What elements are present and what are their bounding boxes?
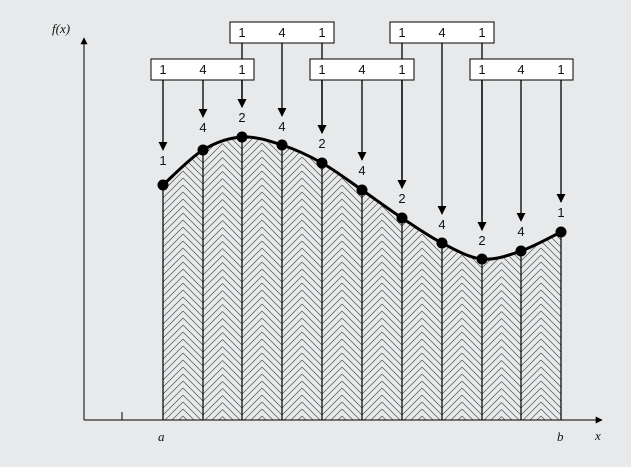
box-weight: 4 — [278, 25, 285, 40]
box-weight: 1 — [159, 62, 166, 77]
box-weight: 1 — [557, 62, 564, 77]
point-weight-label: 4 — [358, 163, 365, 178]
sample-point — [236, 131, 248, 143]
strip-hatch — [401, 136, 443, 420]
b-label: b — [557, 429, 564, 444]
sample-point — [276, 139, 288, 151]
point-weight-label: 1 — [557, 205, 564, 220]
box-weight: 1 — [318, 62, 325, 77]
strip-dividers — [162, 137, 562, 420]
strip-hatch — [163, 136, 204, 420]
a-label: a — [158, 429, 165, 444]
point-weight-label: 1 — [159, 153, 166, 168]
x-axis-label: x — [594, 428, 601, 443]
weight-box: 1 4 1 — [309, 58, 415, 81]
box-weight: 4 — [358, 62, 365, 77]
weight-box: 1 4 1 — [150, 58, 255, 81]
axes: f(x) x a b — [52, 21, 603, 444]
point-weight-label: 4 — [278, 119, 285, 134]
sample-point — [396, 212, 408, 224]
y-axis-label: f(x) — [52, 21, 70, 36]
box-weight: 1 — [398, 25, 405, 40]
box-weight: 1 — [238, 62, 245, 77]
box-weight: 1 — [238, 25, 245, 40]
strip-hatch — [520, 136, 561, 420]
box-weight: 4 — [199, 62, 206, 77]
strip-hatch — [281, 136, 323, 420]
box-weight: 1 — [398, 62, 405, 77]
strip-hatch — [241, 136, 283, 420]
point-weight-label: 2 — [398, 191, 405, 206]
strip-hatch — [361, 136, 403, 420]
weight-arrows — [158, 43, 566, 231]
weight-box: 1 4 1 — [229, 21, 335, 44]
point-weight-label: 4 — [438, 217, 445, 232]
sample-points: 1 4 2 4 2 4 2 4 2 4 1 — [157, 110, 567, 265]
strip-hatch — [202, 136, 243, 420]
box-weight: 4 — [517, 62, 524, 77]
weight-box: 1 4 1 — [389, 21, 495, 44]
box-weight: 1 — [478, 25, 485, 40]
strip-hatch — [321, 136, 363, 420]
box-weight: 4 — [438, 25, 445, 40]
sample-point — [515, 245, 527, 257]
sample-point — [436, 237, 448, 249]
point-weight-label: 4 — [517, 224, 524, 239]
sample-point — [197, 144, 209, 156]
sample-point — [157, 179, 169, 191]
point-weight-label: 4 — [199, 120, 206, 135]
sample-point — [555, 226, 567, 238]
weight-boxes: 1 4 1 1 4 1 1 4 1 1 4 1 1 4 1 — [150, 21, 574, 81]
point-weight-label: 2 — [318, 136, 325, 151]
box-weight: 1 — [478, 62, 485, 77]
sample-point — [356, 184, 368, 196]
box-weight: 1 — [318, 25, 325, 40]
sample-point — [316, 157, 328, 169]
point-weight-label: 2 — [238, 110, 245, 125]
weight-box: 1 4 1 — [469, 58, 574, 81]
point-weight-label: 2 — [478, 233, 485, 248]
sample-point — [476, 253, 488, 265]
